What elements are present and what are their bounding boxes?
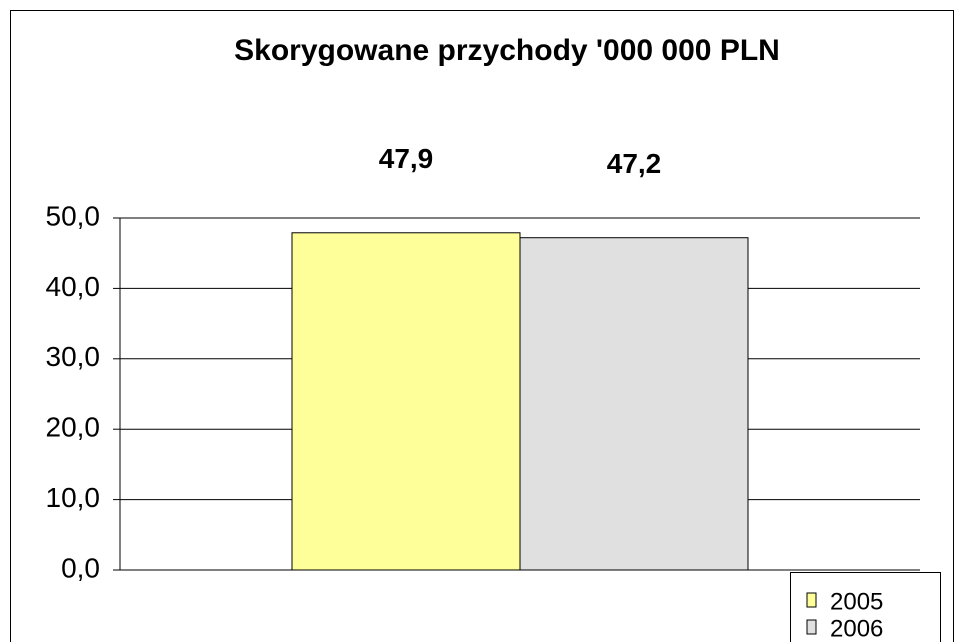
y-tick-label: 50,0 <box>46 200 101 231</box>
data-label: 47,9 <box>379 143 434 174</box>
bar <box>519 237 749 571</box>
y-tick-label: 30,0 <box>46 341 101 372</box>
y-tick-label: 10,0 <box>46 482 101 513</box>
legend-label: 2006 <box>830 615 883 642</box>
legend-swatch <box>806 592 817 608</box>
legend-swatch <box>806 619 817 635</box>
bar <box>291 232 521 571</box>
legend-label: 2005 <box>830 588 883 615</box>
y-tick-label: 40,0 <box>46 271 101 302</box>
data-label: 47,2 <box>607 148 662 179</box>
y-tick-label: 20,0 <box>46 412 101 443</box>
y-tick-label: 0,0 <box>61 552 100 583</box>
chart-title: Skorygowane przychody '000 000 PLN <box>234 34 780 67</box>
